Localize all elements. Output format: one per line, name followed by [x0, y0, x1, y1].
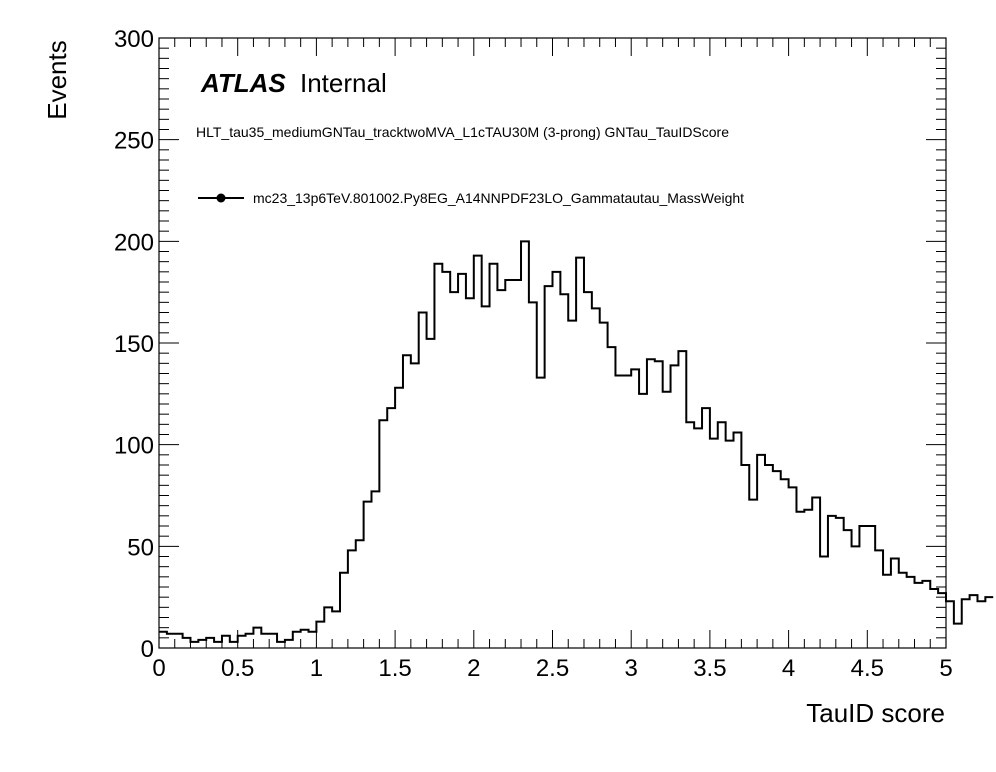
y-tick-label: 200 — [114, 229, 154, 256]
y-tick-label: 300 — [114, 26, 154, 53]
y-tick-label: 250 — [114, 128, 154, 155]
y-axis-title: Events — [42, 40, 72, 120]
x-tick-label: 2.5 — [536, 655, 569, 682]
x-axis-ticks: 0 0.5 1 1.5 2 2.5 3 3.5 4 4.5 5 — [152, 38, 953, 682]
histogram-line — [159, 240, 994, 643]
legend-entry-label: mc23_13p6TeV.801002.Py8EG_A14NNPDF23LO_G… — [253, 190, 744, 206]
legend: mc23_13p6TeV.801002.Py8EG_A14NNPDF23LO_G… — [198, 190, 744, 206]
plot-frame — [158, 37, 947, 649]
y-axis-ticks: 0 50 100 150 200 250 300 — [114, 26, 946, 663]
x-tick-label: 4 — [782, 655, 795, 682]
status-label: Internal — [300, 68, 387, 98]
y-tick-label: 100 — [114, 433, 154, 460]
x-tick-label: 1.5 — [378, 655, 411, 682]
x-tick-label: 5 — [939, 655, 952, 682]
x-tick-label: 1 — [310, 655, 323, 682]
x-tick-label: 0.5 — [221, 655, 254, 682]
y-tick-label: 150 — [114, 331, 154, 358]
histogram-series — [159, 240, 994, 643]
y-tick-label: 0 — [141, 636, 154, 663]
y-tick-label: 50 — [127, 534, 154, 561]
legend-point-marker — [216, 193, 226, 203]
x-tick-label: 2 — [467, 655, 480, 682]
x-tick-label: 4.5 — [851, 655, 884, 682]
selection-label: HLT_tau35_mediumGNTau_tracktwoMVA_L1cTAU… — [196, 124, 729, 140]
x-tick-label: 3 — [625, 655, 638, 682]
atlas-label: ATLAS — [200, 68, 286, 98]
x-tick-label: 3.5 — [693, 655, 726, 682]
x-tick-label: 0 — [152, 655, 165, 682]
x-axis-title: TauID score — [806, 698, 945, 728]
